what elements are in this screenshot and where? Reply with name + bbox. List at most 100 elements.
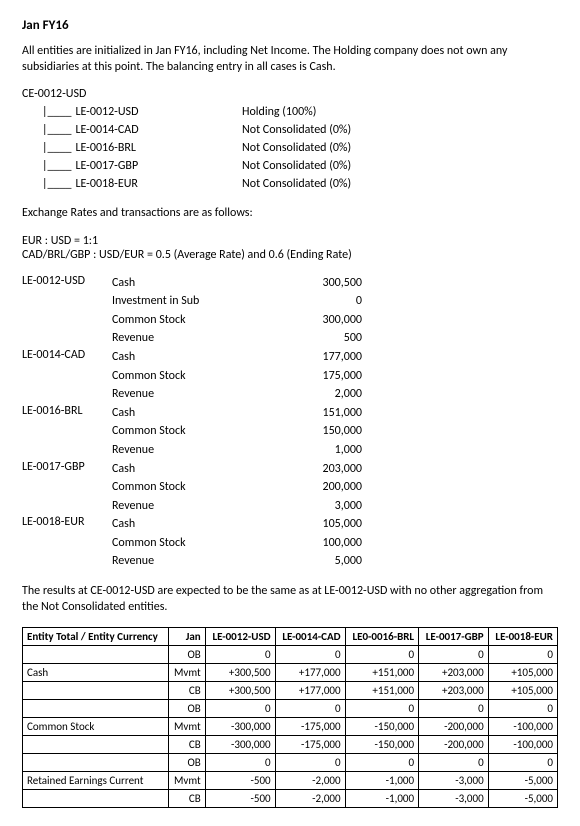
accounts-section: LE-0012-USDCash300,500Investment in Sub0… xyxy=(22,274,558,572)
account-line: Investment in Sub0 xyxy=(112,292,558,311)
account-line: Cash177,000 xyxy=(112,348,558,367)
tree-item: |____LE-0014-CADNot Consolidated (0%) xyxy=(22,121,558,139)
table-group-cell: Cash xyxy=(23,664,169,682)
rates-heading: Exchange Rates and transactions are as f… xyxy=(22,205,558,221)
table-header-entity: LE-0012-USD xyxy=(205,628,275,646)
account-line: Cash151,000 xyxy=(112,404,558,423)
table-rowlabel-cell: OB xyxy=(168,700,205,718)
account-entity: LE-0018-EUR xyxy=(22,515,112,571)
account-line: Common Stock100,000 xyxy=(112,534,558,553)
table-value-cell: +151,000 xyxy=(345,664,419,682)
account-entity: LE-0014-CAD xyxy=(22,348,112,404)
table-value-cell: 0 xyxy=(205,646,275,664)
table-value-cell: -500 xyxy=(205,790,275,808)
table-value-cell: 0 xyxy=(488,754,557,772)
rate-line-1: EUR : USD = 1:1 xyxy=(22,234,558,248)
account-block: LE-0018-EURCash105,000Common Stock100,00… xyxy=(22,515,558,571)
table-value-cell: +203,000 xyxy=(419,664,489,682)
account-block: LE-0014-CADCash177,000Common Stock175,00… xyxy=(22,348,558,404)
table-value-cell: -2,000 xyxy=(275,772,345,790)
table-header-main: Entity Total / Entity Currency xyxy=(23,628,169,646)
table-value-cell: +105,000 xyxy=(488,682,557,700)
page-title: Jan FY16 xyxy=(22,18,558,33)
table-value-cell: -300,000 xyxy=(205,718,275,736)
table-value-cell: -200,000 xyxy=(419,718,489,736)
tree-item: |____LE-0016-BRLNot Consolidated (0%) xyxy=(22,139,558,157)
table-row: Common StockMvmt-300,000-175,000-150,000… xyxy=(23,718,558,736)
table-header-entity: LE-0014-CAD xyxy=(275,628,345,646)
table-value-cell: +151,000 xyxy=(345,682,419,700)
table-row: CB+300,500+177,000+151,000+203,000+105,0… xyxy=(23,682,558,700)
table-header-entity: LE-0018-EUR xyxy=(488,628,557,646)
table-value-cell: 0 xyxy=(419,700,489,718)
table-row: Retained Earnings CurrentMvmt-500-2,000-… xyxy=(23,772,558,790)
account-line: Common Stock150,000 xyxy=(112,422,558,441)
table-row: CB-500-2,000-1,000-3,000-5,000 xyxy=(23,790,558,808)
table-rowlabel-cell: OB xyxy=(168,646,205,664)
account-entity: LE-0016-BRL xyxy=(22,404,112,460)
account-entity: LE-0012-USD xyxy=(22,274,112,348)
table-row: OB00000 xyxy=(23,646,558,664)
table-value-cell: -5,000 xyxy=(488,790,557,808)
table-header-entity: LE-0017-GBP xyxy=(419,628,489,646)
table-value-cell: -2,000 xyxy=(275,790,345,808)
table-group-cell xyxy=(23,646,169,664)
account-line: Common Stock175,000 xyxy=(112,367,558,386)
table-value-cell: +300,500 xyxy=(205,664,275,682)
table-rowlabel-cell: OB xyxy=(168,754,205,772)
table-rowlabel-cell: Mvmt xyxy=(168,718,205,736)
account-line: Common Stock200,000 xyxy=(112,478,558,497)
table-value-cell: 0 xyxy=(275,646,345,664)
table-value-cell: -100,000 xyxy=(488,718,557,736)
tree-item: |____LE-0012-USDHolding (100%) xyxy=(22,103,558,121)
results-note: The results at CE-0012-USD are expected … xyxy=(22,583,558,615)
table-row: CashMvmt+300,500+177,000+151,000+203,000… xyxy=(23,664,558,682)
table-rowlabel-cell: Mvmt xyxy=(168,772,205,790)
table-value-cell: 0 xyxy=(345,754,419,772)
table-value-cell: 0 xyxy=(205,754,275,772)
table-group-cell xyxy=(23,682,169,700)
table-group-cell xyxy=(23,754,169,772)
rate-line-2: CAD/BRL/GBP : USD/EUR = 0.5 (Average Rat… xyxy=(22,248,558,262)
tree-item: |____LE-0018-EURNot Consolidated (0%) xyxy=(22,175,558,193)
table-rowlabel-cell: Mvmt xyxy=(168,664,205,682)
account-entity: LE-0017-GBP xyxy=(22,460,112,516)
account-line: Revenue2,000 xyxy=(112,385,558,404)
table-value-cell: -150,000 xyxy=(345,718,419,736)
table-rowlabel-cell: CB xyxy=(168,682,205,700)
account-block: LE-0016-BRLCash151,000Common Stock150,00… xyxy=(22,404,558,460)
account-line: Cash105,000 xyxy=(112,515,558,534)
table-value-cell: -500 xyxy=(205,772,275,790)
table-value-cell: 0 xyxy=(275,700,345,718)
table-group-cell: Retained Earnings Current xyxy=(23,772,169,790)
table-value-cell: 0 xyxy=(488,646,557,664)
table-value-cell: +177,000 xyxy=(275,682,345,700)
table-value-cell: -1,000 xyxy=(345,790,419,808)
intro-text: All entities are initialized in Jan FY16… xyxy=(22,43,558,75)
table-group-cell: Common Stock xyxy=(23,718,169,736)
table-group-cell xyxy=(23,700,169,718)
account-block: LE-0012-USDCash300,500Investment in Sub0… xyxy=(22,274,558,348)
results-table: Entity Total / Entity CurrencyJanLE-0012… xyxy=(22,627,558,808)
table-group-cell xyxy=(23,790,169,808)
table-header-entity: LE0-0016-BRL xyxy=(345,628,419,646)
table-value-cell: -3,000 xyxy=(419,790,489,808)
table-row: OB00000 xyxy=(23,754,558,772)
table-value-cell: 0 xyxy=(419,646,489,664)
table-value-cell: 0 xyxy=(205,700,275,718)
account-line: Cash300,500 xyxy=(112,274,558,293)
table-value-cell: -3,000 xyxy=(419,772,489,790)
table-value-cell: +300,500 xyxy=(205,682,275,700)
table-value-cell: -175,000 xyxy=(275,718,345,736)
table-value-cell: -5,000 xyxy=(488,772,557,790)
table-value-cell: +105,000 xyxy=(488,664,557,682)
account-line: Revenue5,000 xyxy=(112,552,558,571)
table-value-cell: -1,000 xyxy=(345,772,419,790)
table-value-cell: 0 xyxy=(345,646,419,664)
tree-item: |____LE-0017-GBPNot Consolidated (0%) xyxy=(22,157,558,175)
table-value-cell: +177,000 xyxy=(275,664,345,682)
account-line: Revenue3,000 xyxy=(112,497,558,516)
table-value-cell: +203,000 xyxy=(419,682,489,700)
entity-tree: CE-0012-USD |____LE-0012-USDHolding (100… xyxy=(22,87,558,193)
table-header-period: Jan xyxy=(168,628,205,646)
